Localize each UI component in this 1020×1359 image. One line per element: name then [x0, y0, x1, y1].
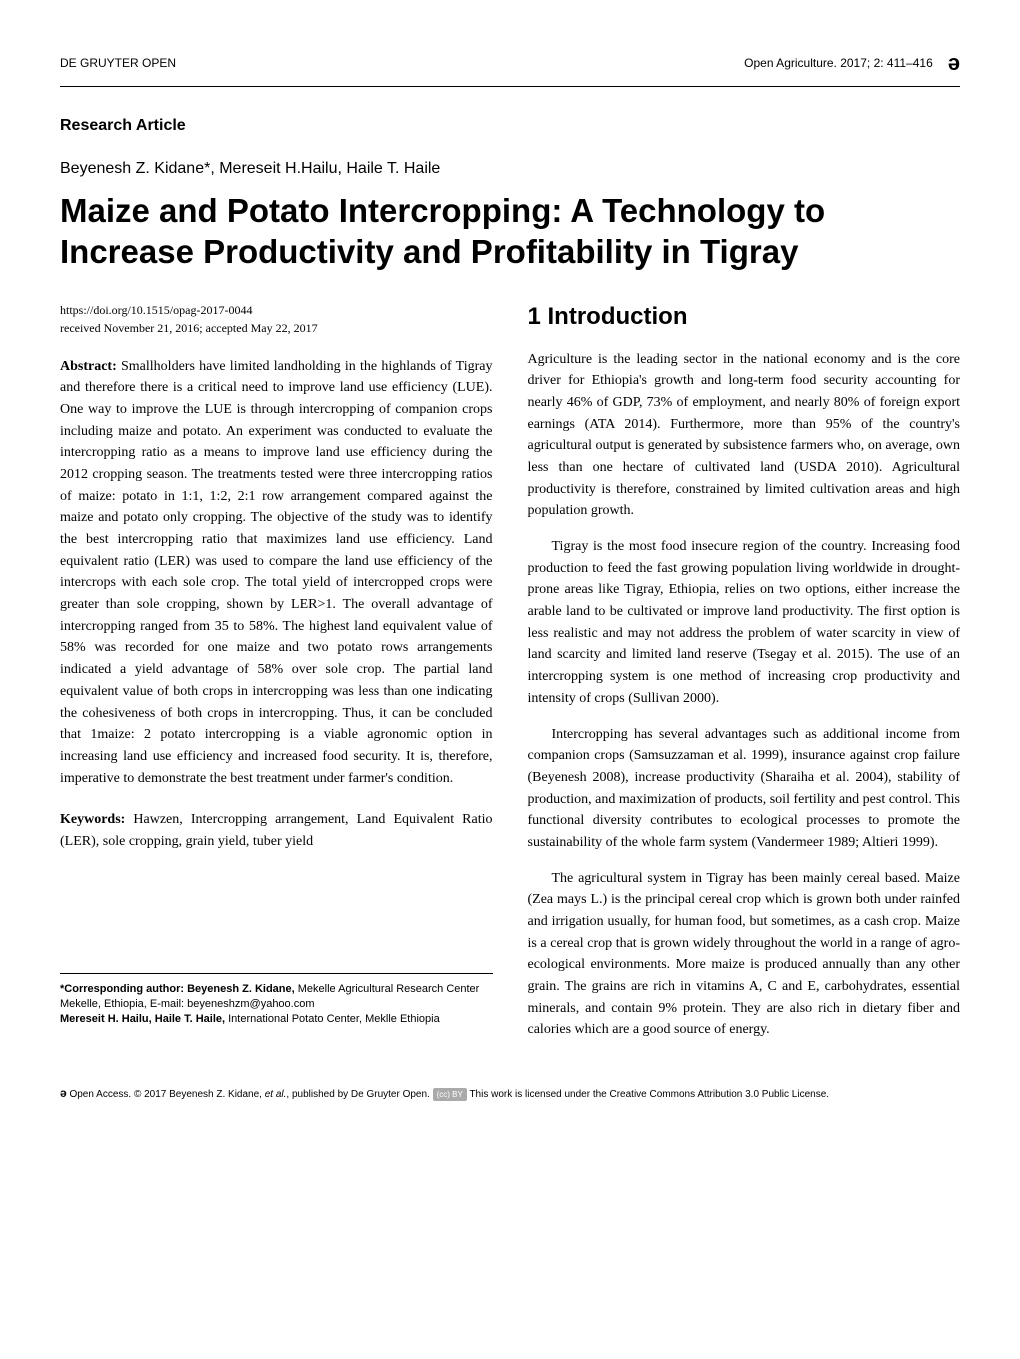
- footer-et-al: et al.: [265, 1089, 287, 1100]
- article-type: Research Article: [60, 117, 960, 135]
- abstract-label: Abstract:: [60, 359, 117, 374]
- intro-paragraph: Agriculture is the leading sector in the…: [528, 349, 961, 523]
- footer-mid: , published by De Gruyter Open.: [286, 1089, 432, 1100]
- other-authors-label: Mereseit H. Hailu, Haile T. Haile,: [60, 1013, 225, 1025]
- journal-citation: Open Agriculture. 2017; 2: 411–416: [744, 56, 933, 70]
- cc-badge-icon: (cc) BY: [433, 1088, 467, 1101]
- article-title: Maize and Potato Intercropping: A Techno…: [60, 190, 960, 273]
- keywords-block: Keywords: Hawzen, Intercropping arrangem…: [60, 809, 493, 852]
- other-authors-affiliation: International Potato Center, Meklle Ethi…: [225, 1013, 440, 1025]
- corresponding-label: *Corresponding author: Beyenesh Z. Kidan…: [60, 983, 295, 995]
- header-right: Open Agriculture. 2017; 2: 411–416 ə: [744, 50, 960, 76]
- article-dates: received November 21, 2016; accepted May…: [60, 321, 493, 336]
- abstract-block: Abstract: Smallholders have limited land…: [60, 356, 493, 790]
- publisher-name: DE GRUYTER OPEN: [60, 56, 176, 70]
- keywords-label: Keywords:: [60, 812, 125, 827]
- left-column: https://doi.org/10.1515/opag-2017-0044 r…: [60, 303, 493, 1056]
- introduction-body: Agriculture is the leading sector in the…: [528, 349, 961, 1042]
- intro-paragraph: Intercropping has several advantages suc…: [528, 724, 961, 854]
- two-column-layout: https://doi.org/10.1515/opag-2017-0044 r…: [60, 303, 960, 1056]
- footer-prefix: Open Access. © 2017 Beyenesh Z. Kidane,: [69, 1089, 264, 1100]
- corresponding-author-block: *Corresponding author: Beyenesh Z. Kidan…: [60, 973, 493, 1028]
- section-heading-introduction: 1 Introduction: [528, 303, 961, 331]
- open-access-icon: ə: [60, 1086, 67, 1100]
- footer-suffix: This work is licensed under the Creative…: [467, 1089, 829, 1100]
- abstract-text: Smallholders have limited landholding in…: [60, 359, 493, 786]
- doi-link[interactable]: https://doi.org/10.1515/opag-2017-0044: [60, 303, 493, 318]
- intro-paragraph: The agricultural system in Tigray has be…: [528, 868, 961, 1042]
- keywords-text: Hawzen, Intercropping arrangement, Land …: [60, 812, 493, 849]
- page-header: DE GRUYTER OPEN Open Agriculture. 2017; …: [60, 50, 960, 87]
- right-column: 1 Introduction Agriculture is the leadin…: [528, 303, 961, 1056]
- authors-line: Beyenesh Z. Kidane*, Mereseit H.Hailu, H…: [60, 160, 960, 178]
- open-access-icon: ə: [948, 50, 960, 76]
- license-footer: ə Open Access. © 2017 Beyenesh Z. Kidane…: [60, 1085, 960, 1102]
- intro-paragraph: Tigray is the most food insecure region …: [528, 536, 961, 710]
